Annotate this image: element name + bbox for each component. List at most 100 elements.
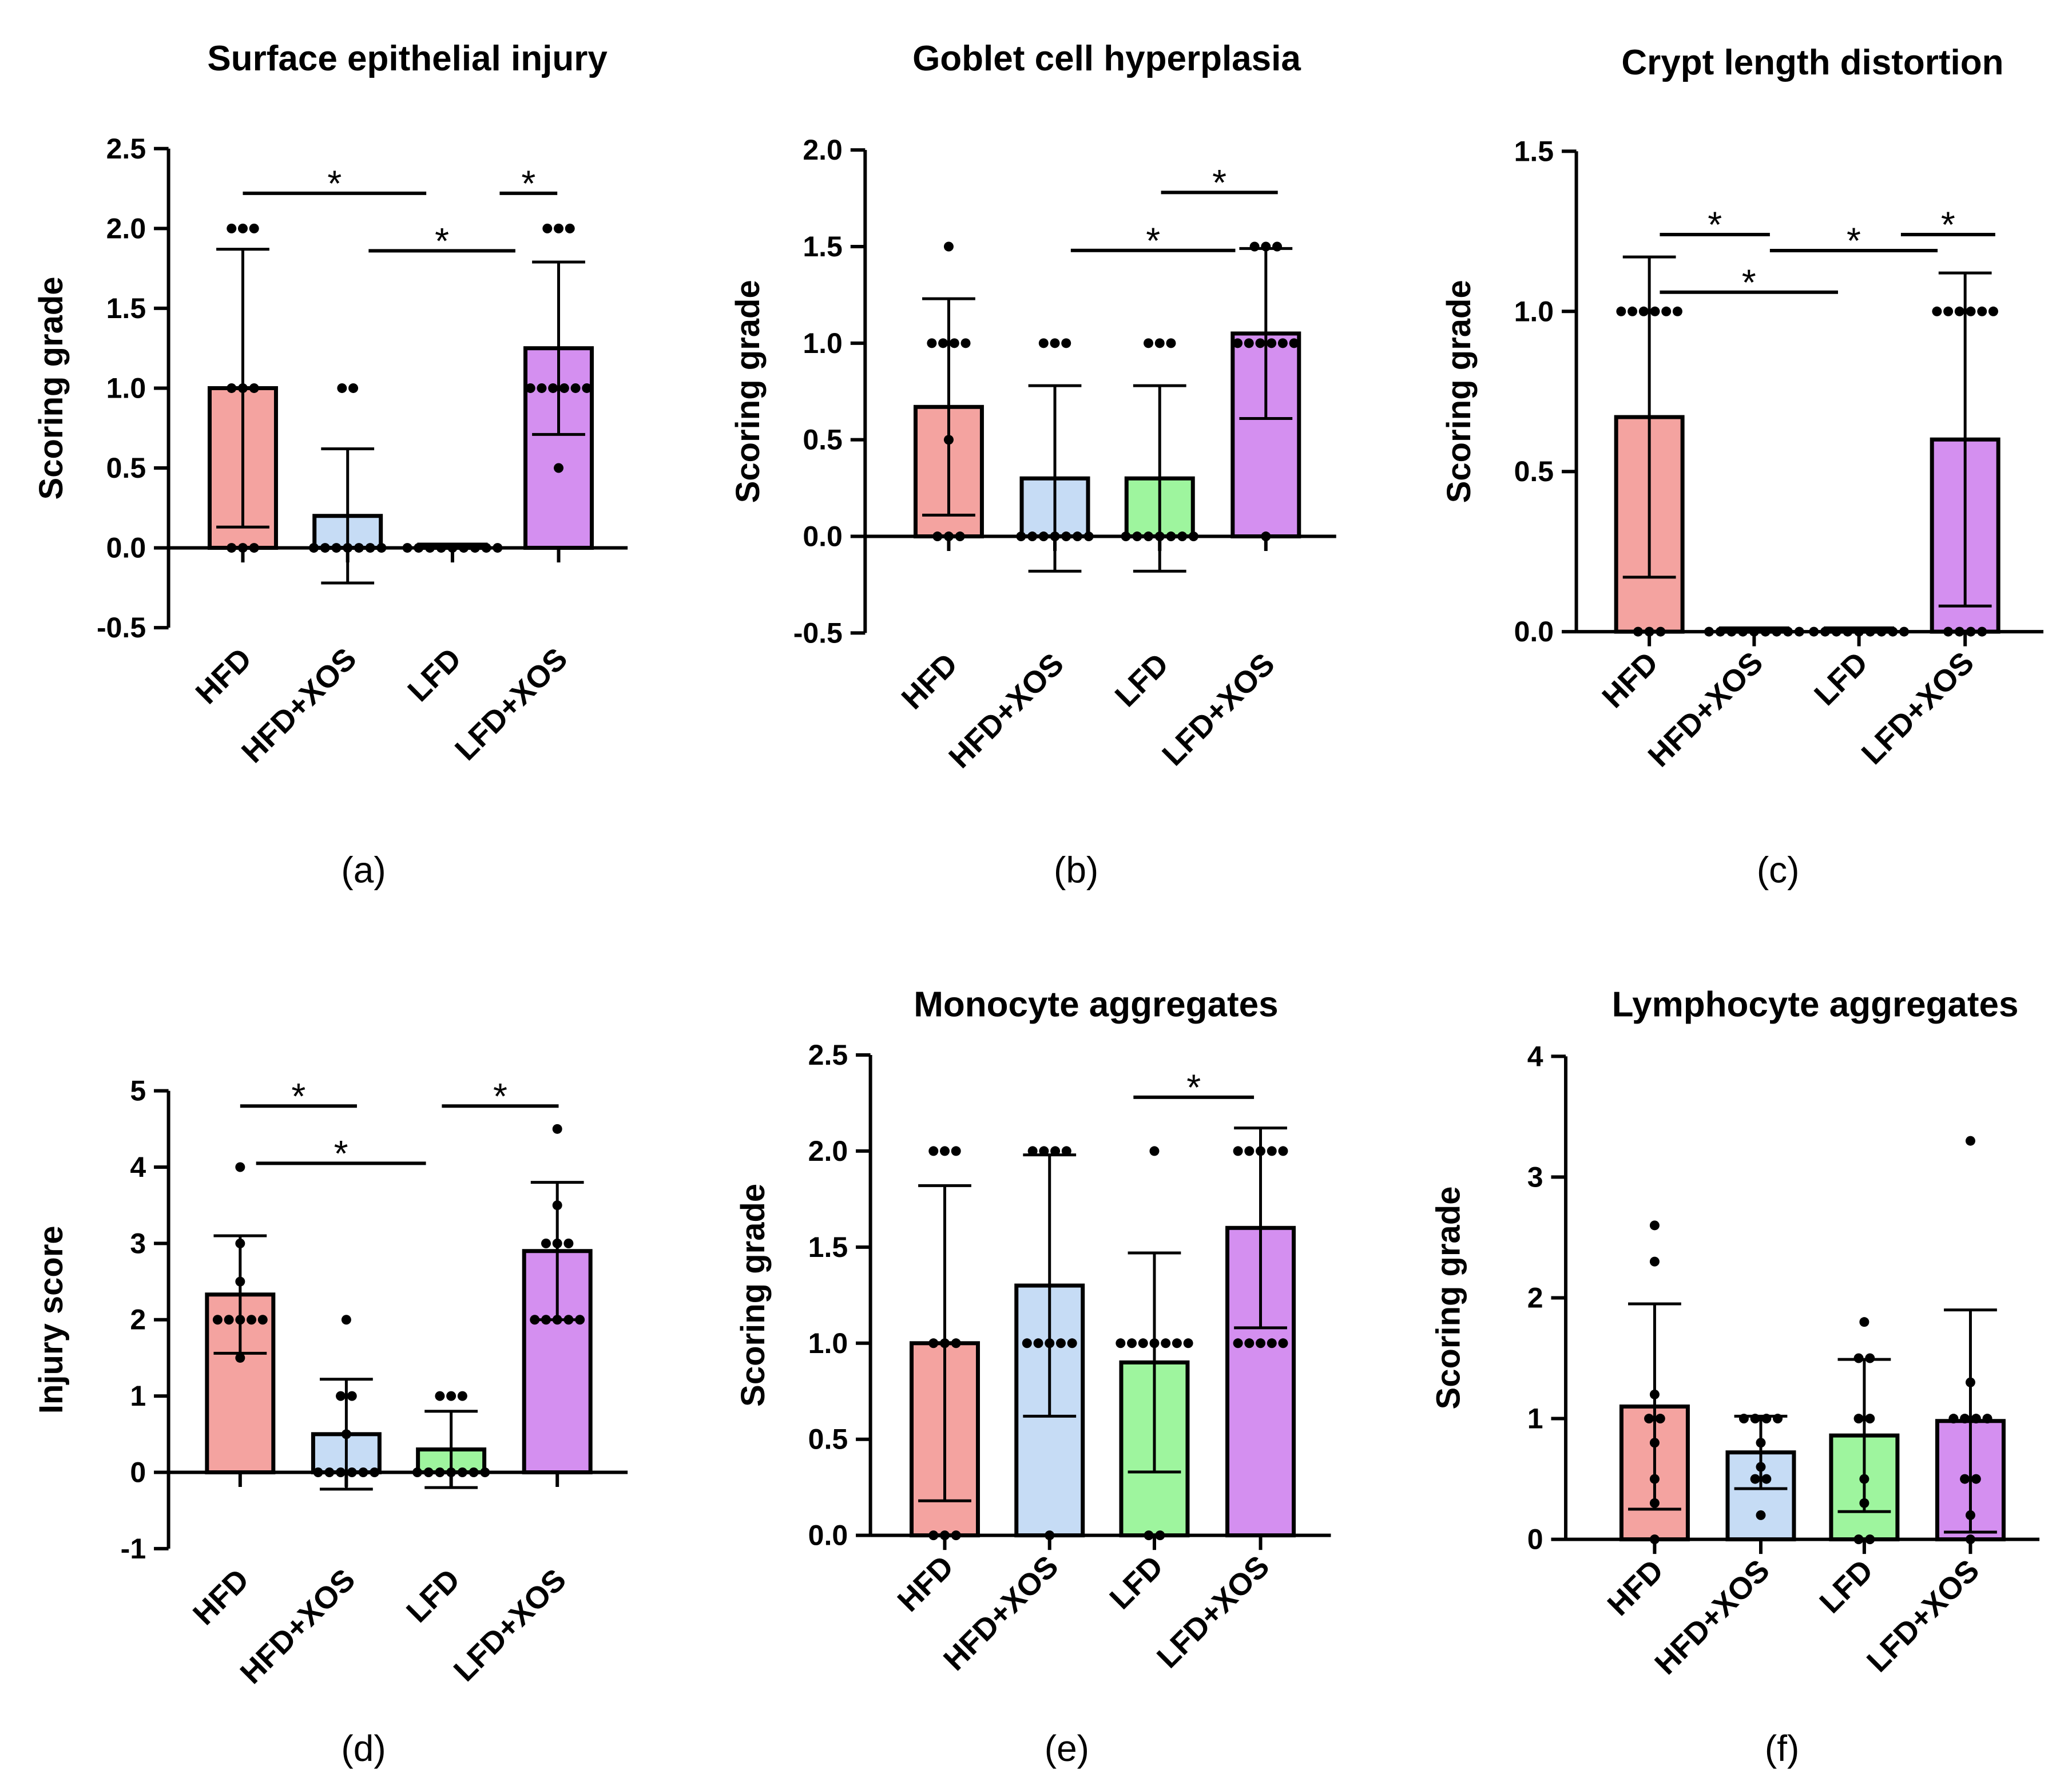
- error-bar: [1234, 1126, 1287, 1330]
- data-point: [341, 1429, 351, 1439]
- data-point: [257, 1315, 268, 1325]
- data-point: [939, 1146, 950, 1156]
- significance-star: *: [1847, 220, 1861, 261]
- y-tick-label: 0.5: [1514, 455, 1554, 487]
- data-point: [554, 223, 564, 233]
- y-tick-label: -0.5: [97, 612, 146, 644]
- data-point: [235, 1238, 245, 1248]
- panel-caption: (d): [341, 1728, 386, 1769]
- panel-caption: (c): [1757, 849, 1800, 890]
- data-point: [1149, 1338, 1160, 1348]
- data-point: [1859, 1498, 1869, 1508]
- data-point: [559, 383, 569, 393]
- panel-caption: (b): [1054, 849, 1098, 890]
- data-point: [552, 1315, 562, 1325]
- data-point: [1256, 1338, 1266, 1348]
- panel-caption: (e): [1045, 1728, 1089, 1769]
- data-point: [1289, 338, 1299, 348]
- data-point: [565, 223, 575, 233]
- data-point: [1859, 1317, 1869, 1327]
- y-tick-label: 2.5: [808, 1039, 848, 1071]
- x-tick-label: HFD+XOS: [1642, 645, 1770, 774]
- data-point: [1267, 1338, 1277, 1348]
- data-point: [1050, 1146, 1061, 1156]
- data-point: [1859, 1474, 1869, 1484]
- data-point: [446, 1391, 457, 1401]
- data-point: [1756, 1510, 1766, 1520]
- x-tick-label: LFD: [1808, 645, 1875, 712]
- y-tick-label: -1: [121, 1533, 146, 1565]
- data-point: [541, 1238, 551, 1248]
- y-tick-label: 2: [130, 1304, 146, 1336]
- error-bar: [1837, 1358, 1891, 1513]
- x-tick-label: LFD+XOS: [1855, 645, 1981, 771]
- data-point: [1649, 1474, 1660, 1484]
- x-tick-label: HFD+XOS: [235, 641, 363, 769]
- data-point: [1267, 1146, 1277, 1156]
- data-point: [341, 1315, 351, 1325]
- chart-panel-3: Crypt length distortion Scoring grade 0.0 0…: [1440, 43, 2044, 890]
- data-point: [247, 1315, 257, 1325]
- y-tick-label: 2.0: [803, 134, 843, 166]
- data-point: [570, 383, 581, 393]
- data-point: [1965, 1510, 1975, 1520]
- data-point: [1149, 1146, 1160, 1156]
- data-point: [336, 1391, 346, 1401]
- significance-marker: *: [442, 1076, 559, 1117]
- y-tick-label: -0.5: [793, 617, 843, 649]
- x-tick-label: LFD: [400, 1562, 467, 1629]
- data-point: [249, 223, 259, 233]
- data-point: [1244, 1146, 1255, 1156]
- y-tick-label: 1.5: [106, 292, 146, 324]
- y-tick-label: 5: [130, 1075, 146, 1107]
- data-point: [548, 383, 558, 393]
- error-bar: [1128, 1251, 1181, 1474]
- data-point: [541, 1315, 551, 1325]
- x-tick-label: HFD+XOS: [937, 1549, 1065, 1677]
- significance-marker: *: [243, 163, 427, 204]
- y-tick-label: 1: [1527, 1403, 1543, 1435]
- y-tick-label: 3: [1527, 1161, 1543, 1193]
- data-point: [212, 1315, 223, 1325]
- data-point: [1649, 1220, 1660, 1231]
- data-point: [939, 1338, 950, 1348]
- significance-star: *: [291, 1076, 305, 1117]
- data-point: [1865, 1414, 1875, 1424]
- y-tick-label: 1.0: [808, 1327, 848, 1359]
- data-point: [1138, 1338, 1148, 1348]
- x-tick-label: HFD+XOS: [234, 1562, 362, 1691]
- data-point: [525, 383, 535, 393]
- data-point: [1244, 1338, 1255, 1348]
- data-point: [1267, 338, 1277, 348]
- y-tick-label: 1.5: [808, 1231, 848, 1263]
- x-tick-label: HFD+XOS: [1648, 1553, 1776, 1681]
- data-point: [943, 435, 954, 445]
- data-point: [1166, 338, 1176, 348]
- data-point: [237, 223, 248, 233]
- y-axis-label: Scoring grade: [735, 1184, 772, 1407]
- data-point: [949, 338, 959, 348]
- data-point: [1954, 306, 1964, 316]
- y-tick-label: 2: [1527, 1282, 1543, 1314]
- x-tick-label: HFD: [1595, 645, 1665, 715]
- chart-panel-5: Monocyte aggregates Scoring grade 0.0 0.5 1.…: [735, 985, 1331, 1769]
- x-tick-label: LFD: [401, 641, 468, 708]
- significance-star: *: [493, 1076, 507, 1117]
- significance-marker: *: [1660, 261, 1838, 303]
- y-tick-label: 0.5: [808, 1423, 848, 1455]
- data-point: [1982, 1414, 1992, 1424]
- y-tick-label: 0: [1527, 1524, 1543, 1556]
- data-point: [1172, 1338, 1182, 1348]
- x-tick-label: HFD: [1601, 1553, 1670, 1623]
- data-point: [1278, 1146, 1288, 1156]
- data-point: [1144, 338, 1154, 348]
- x-tick-label: HFD: [891, 1549, 960, 1619]
- data-point: [537, 383, 547, 393]
- significance-star: *: [435, 220, 449, 261]
- data-point: [1116, 1338, 1126, 1348]
- significance-marker: *: [1070, 220, 1236, 261]
- data-point: [1061, 1146, 1071, 1156]
- data-point: [1061, 338, 1071, 348]
- significance-marker: *: [256, 1133, 426, 1174]
- data-point: [960, 338, 971, 348]
